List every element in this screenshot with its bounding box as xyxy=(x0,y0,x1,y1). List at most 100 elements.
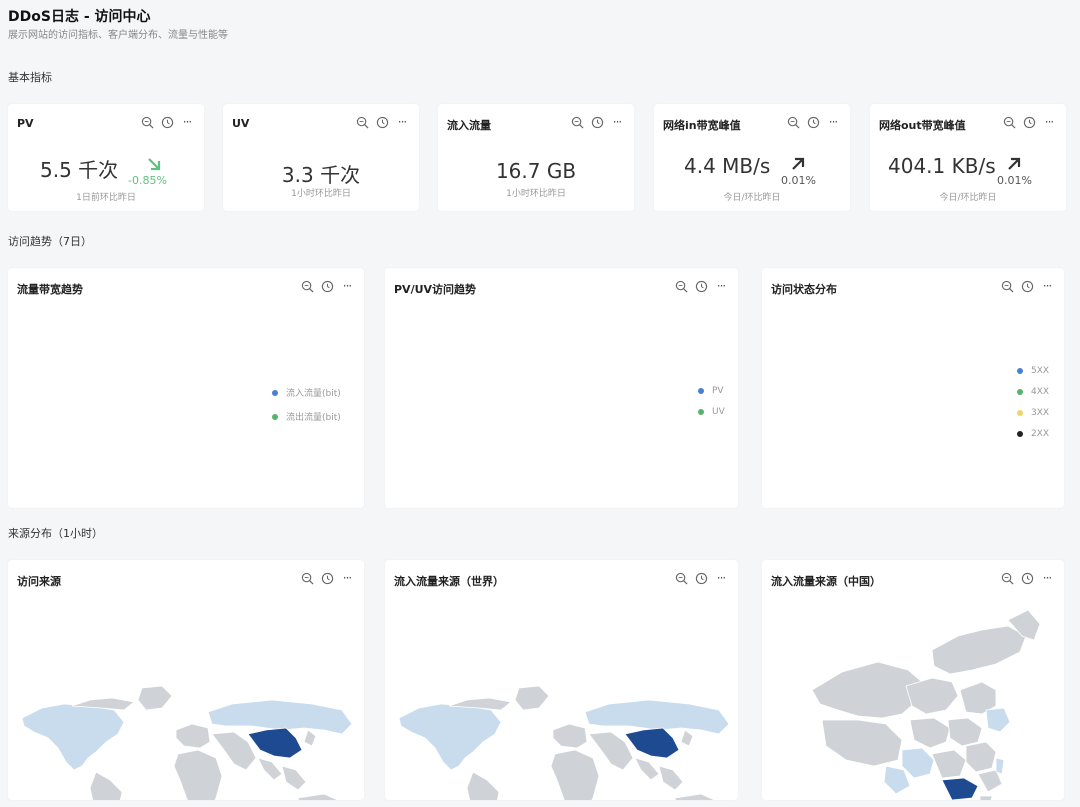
map-region[interactable] xyxy=(588,731,634,771)
more-icon[interactable]: ··· xyxy=(1044,115,1054,129)
map-region[interactable] xyxy=(247,727,303,759)
map-region[interactable] xyxy=(550,749,600,800)
legend-item[interactable]: 流出流量(bit) xyxy=(272,410,341,423)
more-icon[interactable]: ··· xyxy=(716,571,726,585)
more-icon[interactable]: ··· xyxy=(342,571,352,585)
map-region[interactable] xyxy=(658,765,684,791)
metric-card: 流入流量 ··· 16.7 GB 1小时环比昨日 xyxy=(438,104,634,211)
zoom-icon[interactable] xyxy=(1000,279,1014,293)
map-region[interactable] xyxy=(624,727,680,759)
metric-card: 网络in带宽峰值 ··· 4.4 MB/s 今日/环比昨日 0.01% xyxy=(654,104,850,211)
more-icon[interactable]: ··· xyxy=(612,115,622,129)
map-region[interactable] xyxy=(211,731,257,771)
more-icon[interactable]: ··· xyxy=(716,279,726,293)
province-region[interactable] xyxy=(979,795,993,800)
clock-icon[interactable] xyxy=(160,115,174,129)
map-region[interactable] xyxy=(514,685,550,711)
legend-item[interactable]: PV xyxy=(698,386,725,396)
province-region[interactable] xyxy=(977,769,1003,793)
clock-icon[interactable] xyxy=(320,279,334,293)
clock-icon[interactable] xyxy=(375,115,389,129)
province-region[interactable] xyxy=(965,741,997,773)
province-region[interactable] xyxy=(931,749,967,779)
zoom-icon[interactable] xyxy=(674,279,688,293)
zoom-icon[interactable] xyxy=(674,571,688,585)
card-title: 访问状态分布 xyxy=(771,283,837,296)
more-icon[interactable]: ··· xyxy=(182,115,192,129)
more-icon[interactable]: ··· xyxy=(1042,279,1052,293)
clock-icon[interactable] xyxy=(590,115,604,129)
metric-title: 网络in带宽峰值 xyxy=(663,119,741,132)
map-region[interactable] xyxy=(173,749,223,800)
map-region[interactable] xyxy=(137,685,173,711)
map-region[interactable] xyxy=(21,703,125,771)
metric-value: 16.7 GB xyxy=(495,159,577,183)
more-icon[interactable]: ··· xyxy=(828,115,838,129)
legend-item[interactable]: 4XX xyxy=(1017,387,1049,397)
map-region[interactable] xyxy=(281,765,307,791)
more-icon[interactable]: ··· xyxy=(342,279,352,293)
map-region[interactable] xyxy=(175,723,211,749)
world-map[interactable] xyxy=(8,560,364,800)
world-map[interactable] xyxy=(385,560,738,800)
zoom-icon[interactable] xyxy=(1002,115,1016,129)
zoom-icon[interactable] xyxy=(300,279,314,293)
card-title: 流入流量来源（中国） xyxy=(771,575,881,588)
more-icon[interactable]: ··· xyxy=(397,115,407,129)
legend-dot xyxy=(698,388,704,394)
province-region[interactable] xyxy=(995,757,1005,775)
metric-title: 流入流量 xyxy=(447,119,491,132)
page-subtitle: 展示网站的访问指标、客户端分布、流量与性能等 xyxy=(8,30,228,41)
zoom-icon[interactable] xyxy=(786,115,800,129)
zoom-icon[interactable] xyxy=(355,115,369,129)
clock-icon[interactable] xyxy=(694,279,708,293)
legend-item[interactable]: UV xyxy=(698,407,725,417)
clock-icon[interactable] xyxy=(1022,115,1036,129)
more-icon[interactable]: ··· xyxy=(1042,571,1052,585)
metric-value: 404.1 KB/s xyxy=(888,154,996,178)
map-region[interactable] xyxy=(466,771,500,800)
province-region[interactable] xyxy=(901,747,935,779)
province-region[interactable] xyxy=(947,717,983,747)
legend-dot xyxy=(1017,368,1023,374)
province-region[interactable] xyxy=(883,765,911,795)
zoom-icon[interactable] xyxy=(1000,571,1014,585)
clock-icon[interactable] xyxy=(1020,571,1034,585)
china-map[interactable] xyxy=(762,560,1064,800)
legend-item[interactable]: 2XX xyxy=(1017,429,1049,439)
province-region[interactable] xyxy=(931,625,1027,675)
clock-icon[interactable] xyxy=(694,571,708,585)
map-region[interactable] xyxy=(680,729,694,747)
map-region[interactable] xyxy=(584,699,730,735)
zoom-icon[interactable] xyxy=(140,115,154,129)
province-region[interactable] xyxy=(821,719,903,767)
map-region[interactable] xyxy=(398,703,502,771)
map-region[interactable] xyxy=(303,729,317,747)
legend-item[interactable]: 3XX xyxy=(1017,408,1049,418)
zoom-icon[interactable] xyxy=(570,115,584,129)
card-tools: ··· xyxy=(1002,115,1056,129)
map-region[interactable] xyxy=(257,757,283,781)
map-region[interactable] xyxy=(634,757,660,781)
province-region[interactable] xyxy=(1007,609,1041,641)
province-region[interactable] xyxy=(905,677,959,715)
map-region[interactable] xyxy=(674,793,719,800)
map-region[interactable] xyxy=(552,723,588,749)
province-region[interactable] xyxy=(985,707,1011,733)
province-region[interactable] xyxy=(959,681,997,715)
map-region[interactable] xyxy=(448,697,512,711)
province-region[interactable] xyxy=(941,777,979,800)
map-region[interactable] xyxy=(71,697,135,711)
map-region[interactable] xyxy=(297,793,342,800)
clock-icon[interactable] xyxy=(320,571,334,585)
legend-item[interactable]: 5XX xyxy=(1017,366,1049,376)
clock-icon[interactable] xyxy=(1020,279,1034,293)
zoom-icon[interactable] xyxy=(300,571,314,585)
province-region[interactable] xyxy=(909,717,951,749)
province-region[interactable] xyxy=(811,661,923,719)
legend-item[interactable]: 流入流量(bit) xyxy=(272,386,341,399)
status-distribution-card: 访问状态分布 ··· 10Mil8Mil6Mil4Mil2Mil012-0412… xyxy=(762,268,1064,508)
map-region[interactable] xyxy=(207,699,353,735)
clock-icon[interactable] xyxy=(806,115,820,129)
map-region[interactable] xyxy=(89,771,123,800)
